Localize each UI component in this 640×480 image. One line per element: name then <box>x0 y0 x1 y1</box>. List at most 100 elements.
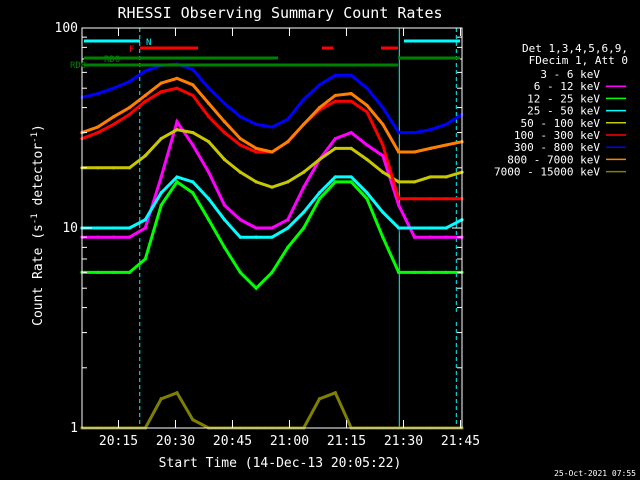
series-point <box>143 257 147 261</box>
series-point <box>112 166 116 170</box>
series-point <box>207 115 211 119</box>
series-point <box>428 128 432 132</box>
series-point <box>238 136 242 141</box>
x-tick-label: 20:45 <box>213 434 252 449</box>
series-point <box>143 69 147 73</box>
series-point <box>238 170 242 174</box>
series-point <box>254 150 258 154</box>
series-point <box>191 143 195 147</box>
series-point <box>270 150 274 154</box>
series-point <box>381 143 385 147</box>
series-point <box>286 235 290 239</box>
series-point <box>333 146 337 151</box>
series-point <box>428 330 432 335</box>
series-point <box>270 270 274 274</box>
series-point <box>143 154 147 158</box>
series-point <box>444 270 448 274</box>
series-point <box>175 101 179 105</box>
series-point <box>349 175 353 179</box>
series-point <box>333 136 337 141</box>
series-point <box>286 218 290 222</box>
series-point <box>127 105 132 110</box>
series-point <box>349 130 353 135</box>
x-tick-label: 21:45 <box>441 434 480 449</box>
series-point <box>207 197 211 201</box>
series-point <box>175 391 179 395</box>
series-point <box>397 270 401 274</box>
series-point <box>381 210 385 214</box>
series-point <box>175 180 179 184</box>
y-tick-label: 100 <box>55 21 78 36</box>
legend-label: 3 - 6 keV <box>540 68 600 81</box>
rd0-label: RD0 <box>104 55 120 65</box>
series-point <box>207 86 211 90</box>
series-point <box>333 191 337 195</box>
series-point <box>191 191 195 195</box>
series-point <box>444 122 448 126</box>
series-point <box>428 235 432 239</box>
series-point <box>112 86 116 90</box>
series-point <box>428 226 432 230</box>
series-point <box>207 136 211 141</box>
series-point <box>222 130 227 135</box>
series-point <box>270 185 274 189</box>
series-point <box>143 99 147 103</box>
series-point <box>222 157 227 162</box>
series-point <box>349 73 353 77</box>
y-axis-label-sup: -1 <box>30 213 40 224</box>
series-point <box>333 93 337 98</box>
series-point <box>302 97 306 101</box>
series-point <box>112 270 116 274</box>
series-point <box>412 150 417 154</box>
series-point <box>159 397 163 401</box>
series-point <box>286 245 290 249</box>
series-point <box>127 226 132 230</box>
x-tick-label: 21:15 <box>327 434 366 449</box>
series-point <box>381 122 385 126</box>
series-point <box>381 105 385 110</box>
f-label: F <box>129 45 134 55</box>
series-point <box>381 235 385 239</box>
series-point <box>112 286 116 290</box>
series-point <box>127 112 132 116</box>
series-point <box>381 170 385 174</box>
series-point <box>112 226 116 230</box>
series-point <box>286 226 290 230</box>
x-tick-label: 20:30 <box>156 434 195 449</box>
series-point <box>317 157 322 162</box>
x-tick-label: 21:00 <box>270 434 309 449</box>
series-point <box>365 166 369 170</box>
series-point <box>127 270 132 274</box>
series-point <box>397 210 401 214</box>
n-label: N <box>146 38 151 48</box>
series-point <box>238 143 242 147</box>
series-point <box>365 143 369 147</box>
legend-label: 25 - 50 keV <box>527 105 600 118</box>
series-point <box>112 235 116 239</box>
legend-label: 100 - 300 keV <box>514 129 600 142</box>
series-point <box>333 391 337 395</box>
series-point <box>381 154 385 158</box>
y-axis-label-main: Count Rate (s <box>31 224 46 326</box>
series-point <box>412 226 417 230</box>
series-point <box>444 330 448 335</box>
series-point <box>397 197 401 201</box>
series-point <box>412 270 417 274</box>
series-point <box>143 93 147 98</box>
y-tick-label: 1 <box>70 421 78 436</box>
series-point <box>365 197 369 201</box>
series-point <box>444 175 448 179</box>
series-point <box>222 245 227 249</box>
series-point <box>191 180 195 184</box>
series-point <box>96 305 100 310</box>
series-point <box>365 110 369 114</box>
series-point <box>159 90 163 94</box>
y-axis-label-end: ) <box>31 124 46 132</box>
series-point <box>127 235 132 239</box>
series-point <box>112 122 116 126</box>
series-point <box>175 76 179 80</box>
series-point <box>397 180 401 184</box>
series-point <box>270 226 274 230</box>
series-point <box>254 235 258 239</box>
